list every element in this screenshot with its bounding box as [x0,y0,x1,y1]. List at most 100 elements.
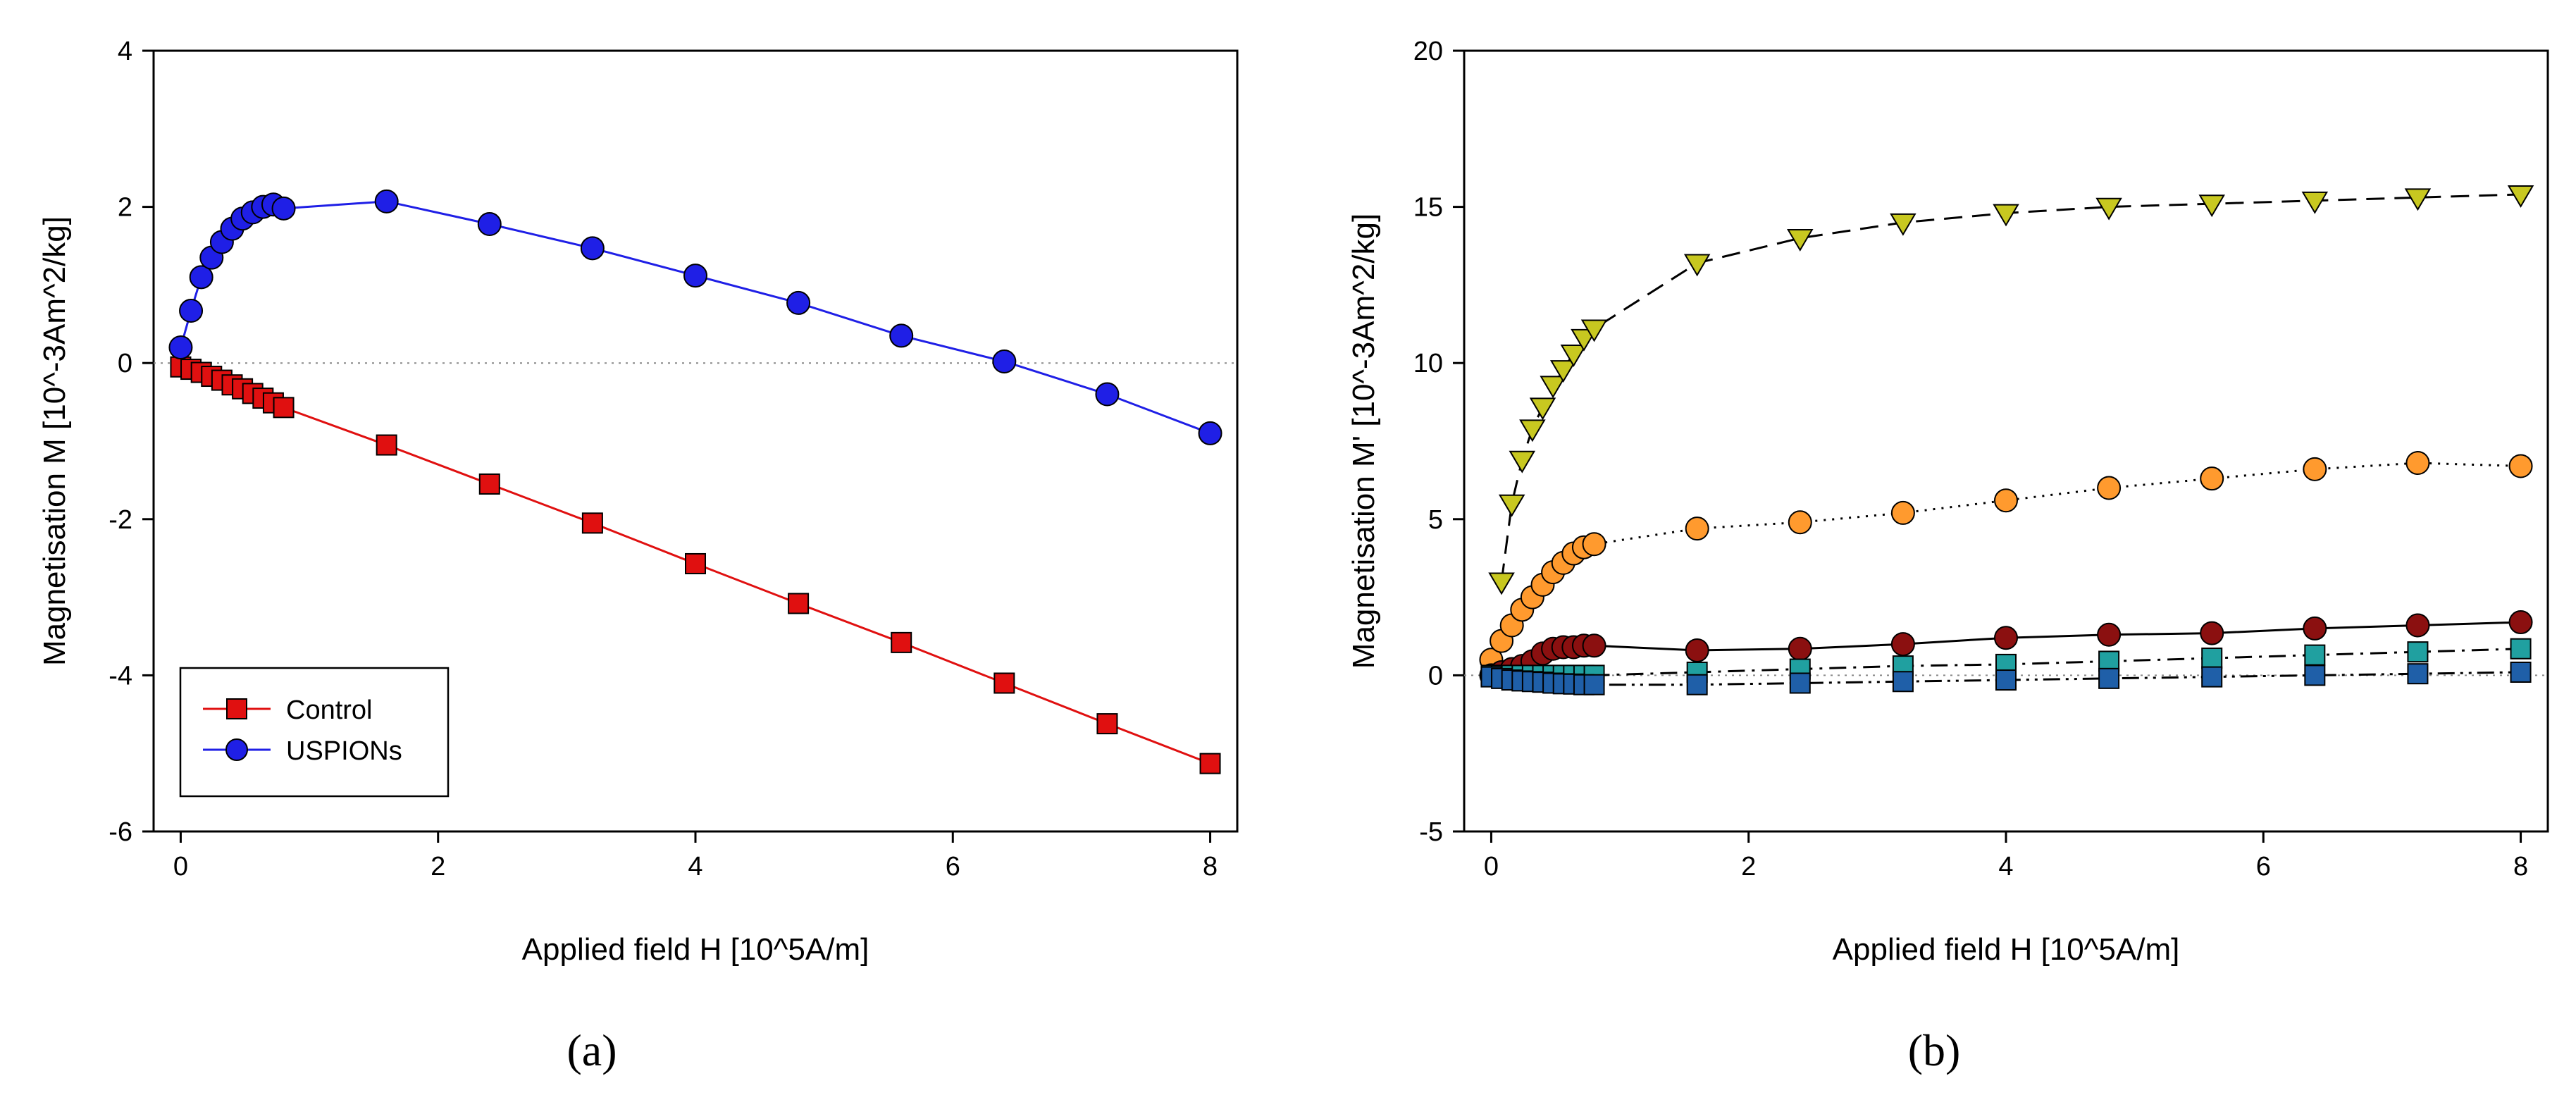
ylabel-b: Magnetisation M' [10^-3Am^2/kg] [1346,214,1381,669]
data-point-blue-squares-14 [1995,669,2017,691]
data-point-yellow-triangles-1 [1498,494,1525,517]
y-tick-label-a: -2 [109,505,132,535]
data-point-Control-17 [993,672,1015,694]
data-point-darkred-circles-15 [2097,622,2122,647]
y-tick-label-b: 10 [1413,349,1443,378]
y-tick-label-a: -6 [109,817,132,847]
data-point-USPIONs-0 [168,335,193,360]
y-tick-label-b: 15 [1413,193,1443,223]
data-point-yellow-triangles-11 [1787,229,1814,252]
panel-label-a: (a) [566,1025,617,1075]
data-point-blue-squares-19 [2510,661,2532,683]
y-tick-label-b: 5 [1428,505,1443,535]
data-point-yellow-triangles-17 [2404,188,2432,211]
data-point-yellow-triangles-15 [2198,194,2225,218]
data-point-USPIONs-10 [271,196,296,221]
y-tick-label-a: 0 [118,349,132,378]
panel-label-b: (b) [1908,1025,1961,1075]
data-point-orange-circles-16 [2200,466,2224,491]
xlabel-a-text: Applied field H [10^5A/m] [522,932,869,967]
data-point-yellow-triangles-6 [1549,360,1577,383]
data-point-orange-circles-11 [1685,516,1709,541]
y-tick-label-a: 2 [118,193,132,223]
x-tick-label-a: 6 [946,852,960,881]
data-point-yellow-triangles-9 [1580,319,1608,342]
y-tick-label-a: -4 [109,661,132,691]
data-point-Control-10 [273,397,295,419]
y-tick-label-b: 20 [1413,37,1443,66]
data-point-yellow-triangles-16 [2301,191,2329,214]
x-tick-label-b: 8 [2513,852,2528,881]
data-point-USPIONs-16 [889,323,914,348]
data-point-Control-14 [685,552,706,574]
plot-area-b [1463,49,2549,833]
data-point-darkred-circles-10 [1582,633,1606,658]
y-tick-label-b: -5 [1419,817,1443,847]
data-point-darkred-circles-16 [2200,621,2224,645]
data-point-yellow-triangles-4 [1529,397,1556,421]
data-point-yellow-triangles-3 [1519,419,1546,443]
ylabel-a-text: Magnetisation M [10^-3Am^2/kg] [37,216,72,666]
data-point-darkred-circles-19 [2508,610,2533,635]
data-point-orange-circles-18 [2405,451,2430,476]
data-point-teal-squares-16 [2201,648,2223,669]
data-point-darkred-circles-17 [2303,616,2327,641]
data-point-Control-13 [581,512,603,534]
data-point-yellow-triangles-5 [1540,376,1566,399]
x-tick-label-a: 8 [1203,852,1218,881]
data-point-darkred-circles-13 [1890,632,1915,657]
data-point-USPIONs-18 [1095,382,1120,407]
data-point-USPIONs-15 [786,290,811,315]
data-point-blue-squares-18 [2407,663,2429,685]
panel-a: 0 2 4 6 8 -6 -4 -2 0 2 4 Applied field H [10^5A/m]… [37,37,1239,1075]
data-point-orange-circles-12 [1788,510,1812,535]
data-point-orange-circles-17 [2303,457,2327,481]
data-point-darkred-circles-18 [2405,613,2430,638]
data-point-orange-circles-13 [1890,500,1915,525]
ylabel-b-text: Magnetisation M' [10^-3Am^2/kg] [1346,214,1381,669]
data-point-blue-squares-15 [2098,667,2120,689]
data-point-blue-squares-13 [1892,671,1914,693]
data-point-USPIONs-14 [683,264,707,288]
legend-control-label: Control [286,695,373,725]
x-tick-label-a: 2 [431,852,445,881]
data-point-yellow-triangles-8 [1571,328,1597,352]
data-point-orange-circles-19 [2508,454,2533,478]
data-point-yellow-triangles-14 [2095,197,2122,221]
x-tick-label-b: 0 [1484,852,1499,881]
x-tick-label-a: 4 [688,852,702,881]
x-tick-label-b: 4 [1998,852,2013,881]
data-point-Control-19 [1199,753,1221,774]
data-point-yellow-triangles-13 [1993,204,2019,227]
data-point-darkred-circles-11 [1685,638,1709,662]
data-point-blue-squares-10 [1583,674,1605,695]
legend-a: Control USPIONs [179,667,450,798]
data-point-yellow-triangles-7 [1560,345,1587,367]
data-point-teal-squares-18 [2407,641,2429,663]
y-tick-label-a: 4 [118,37,132,66]
data-point-teal-squares-15 [2098,650,2120,672]
data-point-USPIONs-11 [374,189,399,214]
legend-uspions-marker [225,738,248,761]
data-point-USPIONs-17 [992,349,1017,373]
legend-control-marker [226,698,247,719]
data-point-yellow-triangles-18 [2507,185,2534,208]
data-point-USPIONs-12 [477,211,502,236]
data-point-yellow-triangles-0 [1488,572,1515,595]
data-point-Control-15 [788,593,810,614]
data-point-darkred-circles-14 [1994,626,2018,650]
data-point-teal-squares-19 [2510,638,2532,660]
data-point-orange-circles-10 [1582,532,1606,557]
data-point-yellow-triangles-12 [1890,213,1916,236]
legend-box [179,667,450,798]
data-point-orange-circles-14 [1994,488,2018,513]
data-point-blue-squares-12 [1789,672,1811,694]
data-point-Control-16 [891,631,912,653]
data-point-USPIONs-1 [179,298,204,323]
x-tick-label-b: 2 [1741,852,1756,881]
panel-b: 0 2 4 6 8 -5 0 5 10 15 20 Applied field H [10^5A/m… [1346,37,2549,1075]
xlabel-b-text: Applied field H [10^5A/m] [1833,932,2180,967]
data-point-blue-squares-17 [2304,664,2326,686]
data-point-USPIONs-2 [189,265,213,290]
data-point-blue-squares-16 [2201,666,2223,688]
